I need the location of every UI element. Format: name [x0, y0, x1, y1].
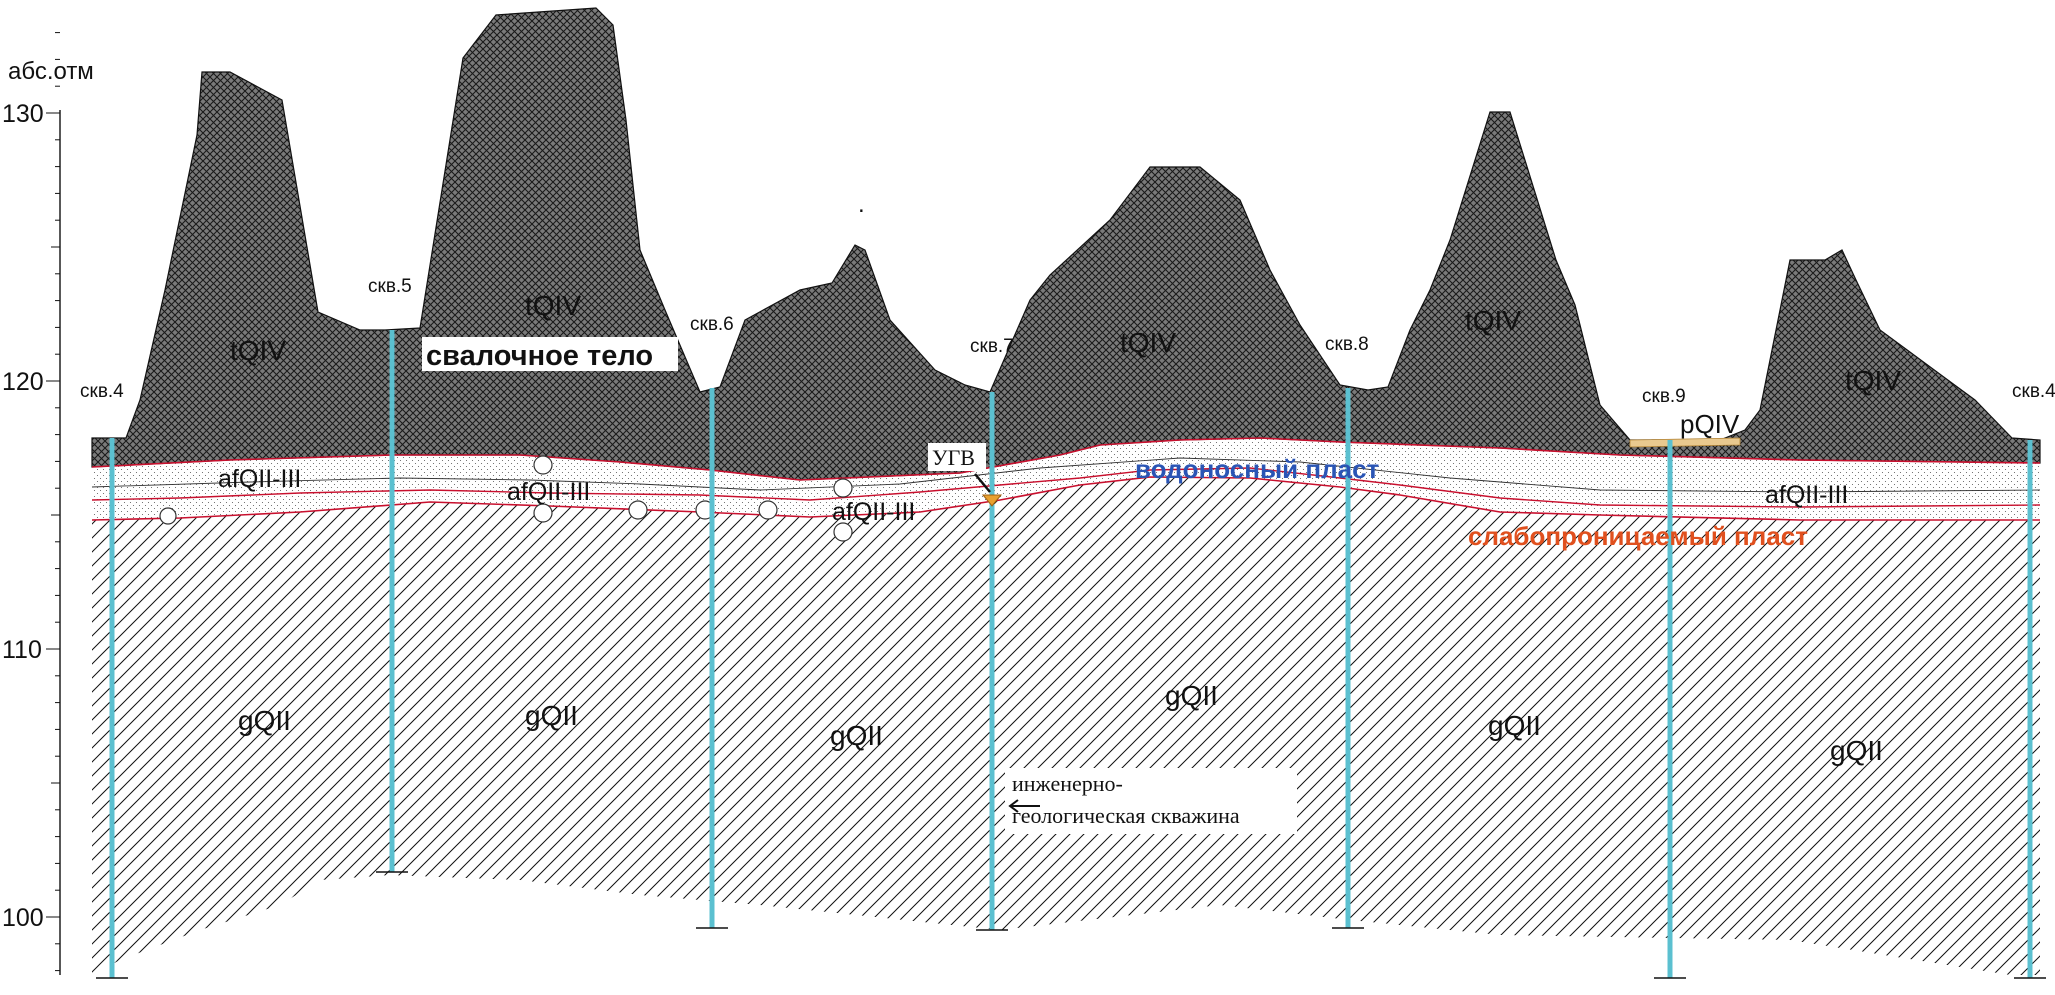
soil-index: pQIV	[1680, 409, 1740, 439]
sand-internal-line	[91, 457, 2041, 493]
borehole-legend-line1: инженерно-	[1012, 771, 1123, 796]
boundary-bottom-sand	[91, 476, 2040, 521]
well-columns	[109, 330, 2033, 978]
groundwater-label: УГВ	[932, 445, 975, 470]
moraine-index-4: gQII	[1165, 680, 1218, 711]
axis-tick-label: 100	[2, 904, 44, 932]
landfill-index-2: tQIV	[525, 290, 581, 321]
borehole-legend-line2: геологическая скважина	[1012, 803, 1240, 828]
axis-tick-label: 120	[2, 368, 44, 396]
axis-tick-label: 130	[2, 100, 44, 128]
landfill-index-3: tQIV	[1120, 327, 1176, 358]
moraine-index-6: gQII	[1830, 735, 1883, 766]
axis-tick-label: 110	[2, 636, 42, 664]
boundary-mid	[91, 467, 2041, 508]
axis-tick-marks	[46, 32, 60, 972]
landfill-index-5: tQIV	[1845, 365, 1901, 396]
moraine-index-2: gQII	[525, 700, 578, 731]
moraine-index-1: gQII	[238, 705, 291, 736]
aquitard-label: слабопроницаемый пласт	[1468, 521, 1808, 551]
boundary-top-sand	[91, 437, 2041, 481]
well-label-7: скв.7	[970, 336, 1014, 357]
landfill-title-bg	[422, 337, 678, 371]
groundwater-pointer	[974, 473, 991, 493]
landfill-title: свалочное тело	[426, 340, 653, 372]
well-label-6: скв.6	[690, 314, 734, 335]
boulder-symbols	[159, 455, 853, 542]
moraine-index-3: gQII	[830, 720, 883, 751]
borehole-legend-arrow	[1008, 799, 1040, 813]
borehole-legend-bg	[1005, 768, 1297, 834]
aquifer-label: водоносный пласт	[1135, 454, 1380, 484]
well-label-5: скв.5	[368, 276, 412, 297]
well-label-9: скв.9	[1642, 386, 1686, 407]
axis-title: абс.отм	[8, 58, 94, 85]
landfill-index-1: tQIV	[230, 335, 286, 366]
sand-index-4: afQII-III	[1765, 481, 1848, 509]
moraine-index-5: gQII	[1488, 710, 1541, 741]
well-label-8: скв.8	[1325, 334, 1369, 355]
soil-cap	[1629, 437, 1741, 448]
groundwater-marker	[981, 494, 1003, 507]
sand-index-3: afQII-III	[832, 498, 915, 526]
landfill-index-4: tQIV	[1465, 305, 1521, 336]
sand-index-2: afQII-III	[507, 478, 590, 506]
well-label-4-right: скв.4	[2012, 381, 2055, 402]
moraine-layer	[92, 445, 2040, 975]
well-label-4: скв.4	[80, 381, 124, 402]
well-bottom-caps	[96, 871, 2046, 979]
stray-dot: .	[858, 191, 865, 218]
axis-tick-labels: 130 120 110 100	[2, 100, 44, 932]
landfill-body	[91, 7, 2041, 481]
sand-index-1: afQII-III	[218, 465, 301, 493]
groundwater-label-bg	[928, 443, 986, 471]
